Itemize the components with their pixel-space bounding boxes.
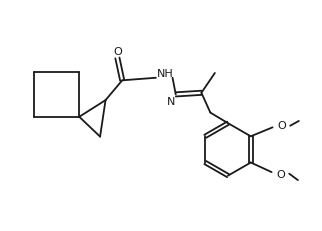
Text: O: O: [276, 170, 285, 180]
Text: O: O: [277, 121, 286, 131]
Text: NH: NH: [157, 69, 174, 79]
Text: N: N: [167, 97, 175, 107]
Text: O: O: [113, 46, 122, 57]
